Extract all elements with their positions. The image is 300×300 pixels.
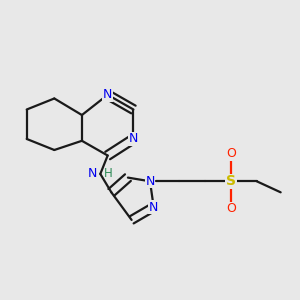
Text: H: H	[104, 167, 113, 180]
Text: N: N	[145, 175, 155, 188]
Text: O: O	[226, 202, 236, 215]
Text: O: O	[226, 147, 236, 160]
Text: S: S	[226, 174, 236, 188]
Text: N: N	[88, 167, 98, 180]
Text: N: N	[149, 200, 158, 214]
Text: N: N	[103, 88, 112, 101]
Text: N: N	[129, 133, 138, 146]
